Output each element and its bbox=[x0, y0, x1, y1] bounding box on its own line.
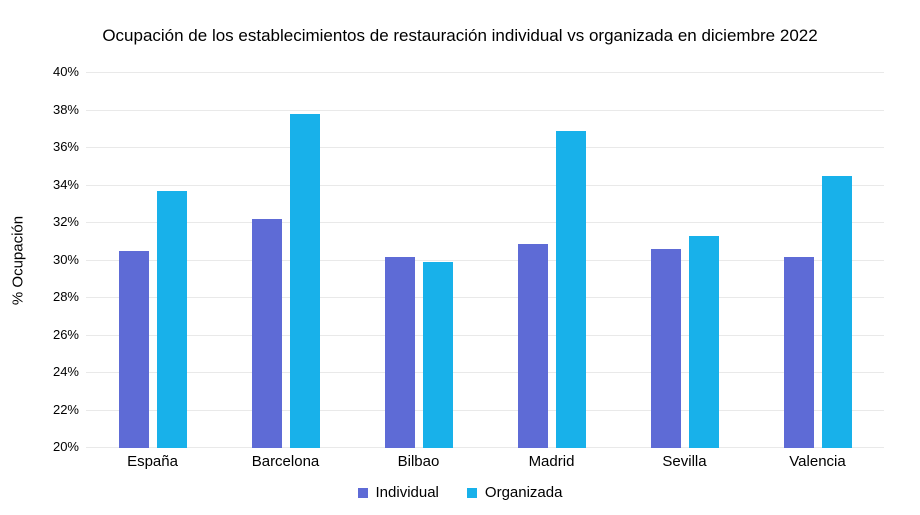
y-tick-label: 34% bbox=[52, 176, 79, 192]
legend-swatch-icon bbox=[466, 487, 477, 498]
y-axis-ticks: 40% 38% 36% 34% 32% 30% 28% 26% 24% 22% 20% bbox=[0, 65, 79, 454]
x-axis-label-españa: España bbox=[127, 453, 178, 470]
y-tick-label: 38% bbox=[52, 101, 79, 117]
gridline bbox=[86, 147, 884, 148]
x-axis-label-barcelona: Barcelona bbox=[251, 453, 320, 470]
y-tick-label: 36% bbox=[52, 139, 79, 154]
bar-organizada-barcelona bbox=[289, 114, 320, 448]
bar-individual-españa bbox=[118, 251, 149, 448]
legend-item-organizada: Organizada bbox=[466, 484, 563, 501]
x-axis-labels: España Barcelona Bilbao Madrid Sevilla Valenc… bbox=[86, 453, 884, 470]
y-tick-label: 28% bbox=[52, 289, 79, 304]
gridline bbox=[86, 297, 884, 298]
gridline bbox=[86, 409, 884, 411]
gridline bbox=[86, 334, 884, 336]
gridline bbox=[86, 72, 884, 73]
y-tick-label: 20% bbox=[52, 439, 79, 454]
legend-label: Individual bbox=[375, 484, 439, 501]
gridline bbox=[86, 109, 884, 111]
bar-organizada-bilbao bbox=[422, 262, 453, 448]
bar-individual-barcelona bbox=[251, 219, 282, 448]
bar-individual-madrid bbox=[517, 243, 548, 448]
gridline bbox=[86, 184, 884, 186]
legend-label: Organizada bbox=[484, 484, 563, 501]
plot-area bbox=[86, 72, 884, 448]
bar-individual-sevilla bbox=[650, 249, 681, 448]
legend-item-individual: Individual bbox=[357, 484, 439, 501]
gridline bbox=[86, 259, 884, 261]
bar-organizada-madrid bbox=[555, 131, 586, 448]
x-axis-label-sevilla: Sevilla bbox=[662, 453, 707, 470]
y-tick-label: 30% bbox=[52, 251, 79, 267]
gridline bbox=[86, 447, 884, 448]
chart-title: Ocupación de los establecimientos de res… bbox=[102, 26, 818, 45]
y-tick-label: 32% bbox=[52, 214, 79, 229]
x-axis-label-valencia: Valencia bbox=[789, 453, 846, 470]
y-tick-label: 22% bbox=[52, 401, 79, 417]
bar-organizada-valencia bbox=[821, 176, 852, 448]
legend: Individual Organizada bbox=[0, 484, 920, 501]
x-axis-label-bilbao: Bilbao bbox=[397, 453, 440, 470]
gridline bbox=[86, 222, 884, 223]
legend-swatch-icon bbox=[357, 487, 368, 498]
y-tick-label: 24% bbox=[52, 364, 79, 379]
bar-individual-bilbao bbox=[384, 256, 415, 448]
y-tick-label: 26% bbox=[52, 326, 79, 342]
y-tick-label: 40% bbox=[52, 64, 79, 79]
x-axis-label-madrid: Madrid bbox=[528, 453, 575, 470]
gridline bbox=[86, 372, 884, 373]
bar-organizada-sevilla bbox=[688, 236, 719, 448]
bar-individual-valencia bbox=[783, 256, 814, 448]
bar-organizada-españa bbox=[156, 191, 187, 448]
